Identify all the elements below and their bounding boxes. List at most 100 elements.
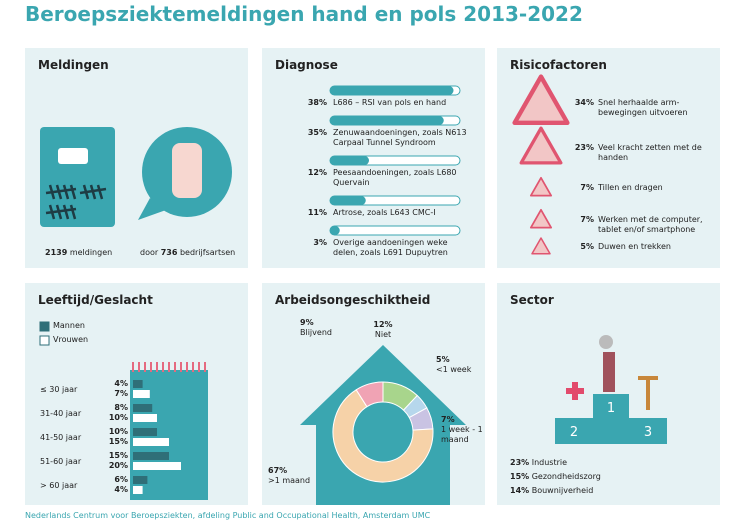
speech-tail bbox=[138, 198, 166, 220]
bar bbox=[330, 226, 340, 235]
tally bbox=[45, 184, 107, 220]
value-label: 15% bbox=[108, 451, 128, 460]
risk-label: Veel kracht zetten met de handen bbox=[598, 143, 702, 162]
risk-label: Snel herhaalde arm-bewegingen uitvoeren bbox=[598, 98, 688, 117]
value-label: 14% bbox=[510, 486, 530, 495]
hand-icon bbox=[172, 143, 202, 198]
diagnose-label: Artrose, zoals L643 CMC-I bbox=[333, 208, 436, 217]
legend-swatch bbox=[39, 321, 50, 332]
value-label: 8% bbox=[114, 403, 128, 412]
age-label: ≤ 30 jaar bbox=[40, 385, 78, 394]
value-label: 15% bbox=[510, 472, 530, 481]
value-label: 5% bbox=[580, 242, 594, 251]
value-label: 11% bbox=[307, 208, 327, 217]
bar bbox=[330, 86, 454, 95]
panel-title: Diagnose bbox=[275, 58, 338, 72]
diagnose-label: Peesaandoeningen, zoals L680 Quervain bbox=[333, 168, 457, 187]
slice-label: Niet bbox=[374, 330, 392, 339]
warning-icon bbox=[529, 208, 553, 229]
age-label: 51-60 jaar bbox=[40, 457, 82, 466]
slice-label: 1 week - 1 maand bbox=[441, 425, 483, 444]
sector-item: 15% Gezondheidszorg bbox=[510, 472, 710, 482]
value-label: 23% bbox=[574, 143, 594, 152]
bar bbox=[133, 438, 169, 446]
sector-name: Gezondheidszorg bbox=[531, 472, 601, 481]
podium-rank: 1 bbox=[606, 401, 616, 416]
podium-rank: 2 bbox=[569, 425, 579, 440]
risk-label: Werken met de computer, tablet en/of sma… bbox=[598, 215, 703, 234]
footer: Nederlands Centrum voor Beroepsziekten, … bbox=[25, 511, 431, 520]
age-label: > 60 jaar bbox=[40, 481, 78, 490]
warning-icon bbox=[531, 237, 551, 255]
podium bbox=[629, 418, 667, 444]
donut-slice bbox=[332, 389, 434, 483]
hand-icon bbox=[58, 148, 88, 164]
caption: door 736 bedrijfsartsen bbox=[140, 248, 250, 258]
bar-track bbox=[329, 225, 461, 236]
count: 2139 bbox=[45, 248, 68, 257]
value-label: 6% bbox=[114, 475, 128, 484]
age-label: 31-40 jaar bbox=[40, 409, 82, 418]
value-label: 35% bbox=[307, 128, 327, 137]
legend-label: Vrouwen bbox=[53, 335, 89, 344]
panel-title: Arbeidsongeschiktheid bbox=[275, 293, 431, 307]
sector-item: 23% Industrie bbox=[510, 458, 710, 468]
bar bbox=[133, 428, 157, 436]
legend-label: Mannen bbox=[53, 321, 85, 330]
doctors-text: bedrijfsartsen bbox=[179, 248, 236, 257]
sector-name: Bouwnijverheid bbox=[531, 486, 594, 495]
value-label: 7% bbox=[441, 415, 455, 424]
slice-label: >1 maand bbox=[268, 476, 311, 485]
bar bbox=[133, 486, 143, 494]
value-label: 10% bbox=[108, 427, 128, 436]
value-label: 20% bbox=[108, 461, 128, 470]
value-label: 12% bbox=[373, 320, 393, 329]
cross bbox=[566, 382, 584, 400]
caption: 2139 meldingen bbox=[45, 248, 145, 258]
value-label: 10% bbox=[108, 413, 128, 422]
panel-title: Leeftijd/Geslacht bbox=[38, 293, 153, 307]
value-label: 3% bbox=[313, 238, 327, 247]
warning-icon bbox=[512, 74, 570, 125]
value-label: 4% bbox=[114, 485, 128, 494]
warning-icon bbox=[529, 176, 553, 197]
bar bbox=[133, 476, 148, 484]
panel-title: Sector bbox=[510, 293, 554, 307]
warning-icon bbox=[519, 126, 563, 165]
bar bbox=[133, 452, 169, 460]
value-label: 5% bbox=[436, 355, 450, 364]
bar bbox=[133, 414, 157, 422]
value-label: 34% bbox=[574, 98, 594, 107]
count-text: meldingen bbox=[69, 248, 113, 257]
panel-title: Risicofactoren bbox=[510, 58, 607, 72]
panel-title: Meldingen bbox=[38, 58, 109, 72]
smoke bbox=[599, 335, 613, 349]
diagnose-label: Zenuwaandoeningen, zoals N613 Carpaal Tu… bbox=[333, 128, 467, 147]
prefix: door bbox=[140, 248, 159, 257]
sector-name: Industrie bbox=[531, 458, 568, 467]
value-label: 38% bbox=[307, 98, 327, 107]
age-label: 41-50 jaar bbox=[40, 433, 82, 442]
bar bbox=[133, 404, 153, 412]
hammer bbox=[638, 376, 658, 410]
bar bbox=[330, 156, 369, 165]
value-label: 12% bbox=[307, 168, 327, 177]
bar bbox=[330, 116, 444, 125]
slice-label: <1 week bbox=[436, 365, 472, 374]
podium-rank: 3 bbox=[643, 425, 653, 440]
podium bbox=[593, 394, 629, 444]
value-label: 23% bbox=[510, 458, 530, 467]
risk-label: Duwen en trekken bbox=[598, 242, 671, 251]
value-label: 7% bbox=[580, 183, 594, 192]
diagnose-label: L686 – RSI van pols en hand bbox=[333, 98, 447, 107]
podium bbox=[555, 418, 593, 444]
doctors: 736 bbox=[160, 248, 178, 257]
value-label: 7% bbox=[114, 389, 128, 398]
book-rings bbox=[132, 362, 206, 372]
title: Beroepsziektemeldingen hand en pols 2013… bbox=[25, 2, 583, 26]
value-label: 15% bbox=[108, 437, 128, 446]
diagnose-label: Overige aandoeningen weke delen, zoals L… bbox=[333, 238, 448, 257]
value-label: 7% bbox=[580, 215, 594, 224]
